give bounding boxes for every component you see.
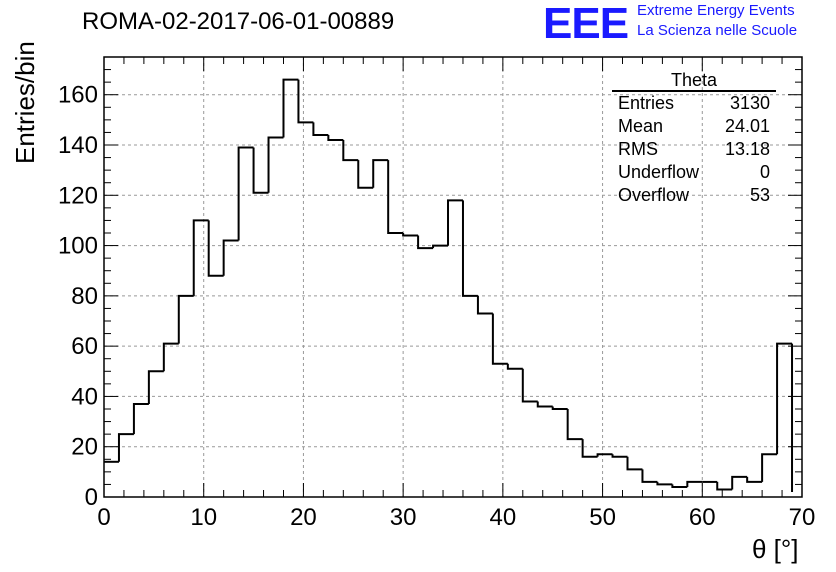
y-tick-label: 140 <box>58 132 98 159</box>
histogram-bin <box>776 342 793 455</box>
stats-row-mean: Mean 24.01 <box>612 115 776 138</box>
histogram-bin <box>656 481 673 486</box>
stats-row-overflow: Overflow 53 <box>612 184 776 207</box>
histogram-bin <box>461 200 478 297</box>
histogram-bin <box>551 406 568 410</box>
histogram-bin <box>686 480 703 487</box>
stats-row-underflow: Underflow 0 <box>612 161 776 184</box>
y-axis-label: Entries/bin <box>10 41 40 164</box>
histogram-bin <box>222 239 239 276</box>
x-tick-label: 30 <box>390 504 417 531</box>
y-tick-label: 40 <box>71 383 98 410</box>
x-tick-label: 20 <box>290 504 317 531</box>
histogram-bin <box>417 235 434 250</box>
y-tick-label: 80 <box>71 283 98 310</box>
histogram-bin <box>252 147 269 194</box>
stats-label: RMS <box>618 139 658 159</box>
histogram-bin <box>432 244 449 249</box>
histogram-bin <box>641 469 658 483</box>
x-tick-label: 70 <box>789 504 816 531</box>
stats-label: Overflow <box>618 185 690 205</box>
org-subtitle: La Scienza nelle Scuole <box>637 22 798 39</box>
y-tick-label: 20 <box>71 434 98 461</box>
histogram-bin <box>626 456 643 471</box>
eee-logo: EEE <box>543 0 629 48</box>
histogram-bin <box>162 342 179 372</box>
histogram-bin <box>192 219 209 296</box>
histogram-bin <box>761 453 778 482</box>
y-tick-label: 60 <box>71 333 98 360</box>
x-tick-label: 0 <box>97 504 110 531</box>
y-tick-label: 160 <box>58 82 98 109</box>
histogram-bin <box>372 159 389 188</box>
stats-label: Underflow <box>618 162 700 182</box>
stats-value: 0 <box>759 162 770 182</box>
histogram-bin <box>521 368 538 403</box>
histogram-bin <box>282 78 299 138</box>
histogram-bin <box>581 439 598 458</box>
histogram-bin <box>476 295 493 315</box>
histogram-bin <box>297 79 314 124</box>
histogram-bin <box>327 134 344 141</box>
x-tick-label: 40 <box>490 504 517 531</box>
histogram-bin <box>177 294 194 344</box>
histogram-bin <box>611 454 628 458</box>
histogram-bin <box>536 401 553 408</box>
histogram-bin <box>117 433 134 462</box>
histogram-bin <box>147 370 164 404</box>
stats-row-rms: RMS 13.18 <box>612 138 776 161</box>
stats-label: Mean <box>618 116 664 136</box>
stats-value: 53 <box>749 185 770 205</box>
histogram-bin <box>596 453 613 457</box>
histogram-bin <box>402 233 419 237</box>
plot-frame <box>103 56 803 498</box>
histogram-bin <box>132 402 149 435</box>
histogram-bin <box>387 160 404 234</box>
histogram-bin <box>731 475 748 490</box>
histogram-bin <box>746 476 763 483</box>
y-tick-label: 120 <box>58 182 98 209</box>
x-tick-label: 60 <box>689 504 716 531</box>
histogram-bin <box>506 363 523 370</box>
x-tick-label: 10 <box>190 504 217 531</box>
histogram-bin <box>671 484 688 488</box>
stats-value: 3130 <box>729 93 770 113</box>
stats-title: Theta <box>612 70 776 92</box>
stats-value: 24.01 <box>724 116 770 136</box>
histogram-bin <box>491 313 508 365</box>
y-tick-label: 0 <box>85 484 98 511</box>
histogram-bin <box>342 139 359 162</box>
histogram-bin <box>312 122 329 136</box>
stats-row-entries: Entries 3130 <box>612 92 776 115</box>
stats-box: Theta Entries 3130 Mean 24.01 RMS 13.18 Und… <box>612 70 776 207</box>
stats-value: 13.18 <box>724 139 770 159</box>
x-axis-label: θ [°] <box>752 534 799 564</box>
histogram-bin <box>207 220 224 277</box>
histogram-bin <box>716 481 733 491</box>
x-tick-label: 50 <box>589 504 616 531</box>
histogram-bin <box>566 409 583 441</box>
histogram-bin <box>447 199 463 246</box>
histogram-bin <box>237 146 254 241</box>
histogram-bin <box>357 160 374 189</box>
y-tick-label: 100 <box>58 233 98 260</box>
chart-title: ROMA-02-2017-06-01-00889 <box>82 8 395 35</box>
stats-label: Entries <box>618 93 675 113</box>
org-name: Extreme Energy Events <box>637 2 795 19</box>
histogram-bin <box>267 136 284 193</box>
